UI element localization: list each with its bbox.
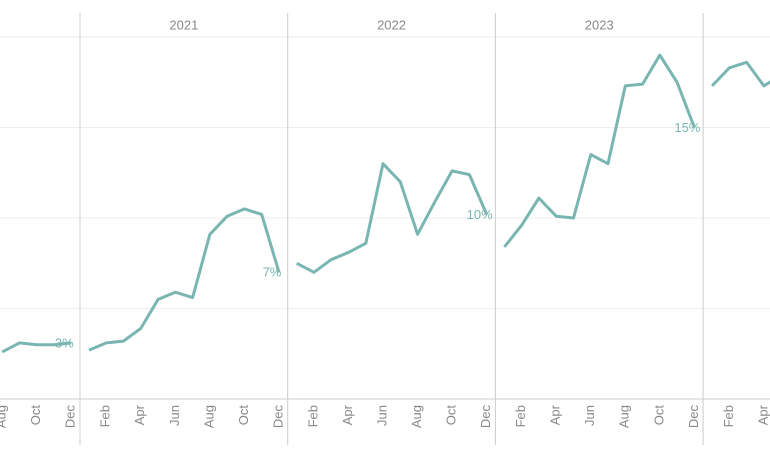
value-label: 7% bbox=[263, 265, 282, 280]
x-tick-label: Dec bbox=[478, 405, 493, 429]
x-tick-label: Feb bbox=[98, 405, 113, 427]
line bbox=[1, 341, 72, 354]
x-tick-label: Dec bbox=[686, 405, 701, 429]
x-tick-label: Apr bbox=[755, 404, 770, 425]
value-label: 10% bbox=[467, 207, 493, 222]
x-tick-label: Oct bbox=[444, 405, 459, 426]
x-tick-label: Feb bbox=[513, 405, 528, 427]
x-tick-label: Jun bbox=[582, 405, 597, 426]
x-tick-label: Dec bbox=[270, 405, 285, 429]
panel-title: 2021 bbox=[169, 17, 198, 32]
x-tick-label: Dec bbox=[63, 405, 78, 429]
x-tick-label: Aug bbox=[617, 405, 632, 428]
value-label: 3% bbox=[55, 335, 74, 350]
x-tick-label: Apr bbox=[340, 404, 355, 425]
x-tick-label: Aug bbox=[409, 405, 424, 428]
panel-title: 2022 bbox=[377, 17, 406, 32]
value-label: 15% bbox=[674, 120, 700, 135]
x-tick-label: Jun bbox=[167, 405, 182, 426]
x-tick-label: Jun bbox=[374, 405, 389, 426]
x-tick-label: Feb bbox=[721, 405, 736, 427]
line bbox=[711, 60, 770, 88]
x-tick-label: Aug bbox=[201, 405, 216, 428]
x-tick-label: Oct bbox=[28, 405, 43, 426]
x-tick-label: Oct bbox=[651, 405, 666, 426]
panel-title: 2023 bbox=[585, 17, 614, 32]
x-tick-label: Apr bbox=[548, 404, 563, 425]
x-tick-label: Oct bbox=[236, 405, 251, 426]
line bbox=[503, 53, 696, 248]
x-tick-label: Apr bbox=[132, 404, 147, 425]
x-tick-label: Aug bbox=[0, 405, 9, 428]
x-tick-label: Feb bbox=[305, 405, 320, 427]
line bbox=[88, 207, 281, 352]
line bbox=[296, 162, 489, 274]
